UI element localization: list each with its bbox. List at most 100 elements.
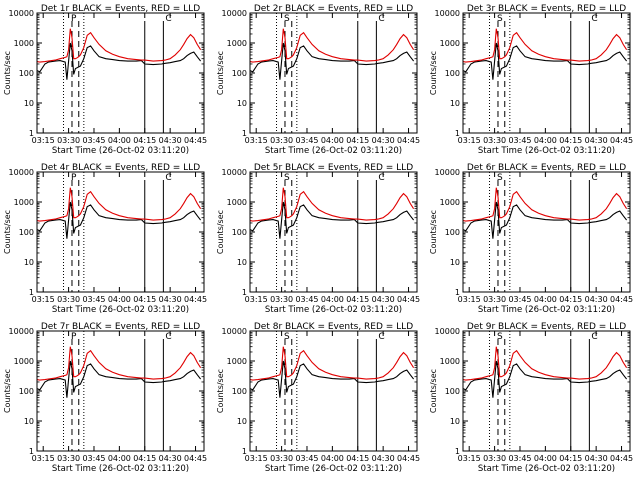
x-tick-label: 04:45 bbox=[610, 136, 633, 145]
x-tick-label: 04:30 bbox=[372, 454, 395, 463]
x-axis-label: Start Time (26-Oct-02 03:11:20) bbox=[52, 305, 189, 315]
y-tick-label: 1 bbox=[242, 447, 247, 456]
series-line-lld bbox=[250, 28, 415, 63]
axes-frame bbox=[249, 171, 418, 293]
x-axis-label: Start Time (26-Oct-02 03:11:20) bbox=[265, 464, 402, 474]
x-axis-label: Start Time (26-Oct-02 03:11:20) bbox=[478, 146, 615, 156]
marker-label-c: C bbox=[378, 332, 384, 342]
y-tick-label: 1 bbox=[29, 129, 34, 138]
y-tick-label: 100 bbox=[19, 387, 34, 396]
series-line-lld bbox=[37, 28, 202, 63]
x-tick-label: 03:45 bbox=[295, 136, 318, 145]
y-tick-label: 100 bbox=[19, 69, 34, 78]
x-tick-label: 04:00 bbox=[321, 295, 344, 304]
axes-frame bbox=[462, 330, 631, 452]
marker-label: P bbox=[71, 332, 77, 342]
x-axis-label: Start Time (26-Oct-02 03:11:20) bbox=[265, 305, 402, 315]
x-tick-label: 03:30 bbox=[483, 454, 506, 463]
x-axis-label: Start Time (26-Oct-02 03:11:20) bbox=[478, 305, 615, 315]
x-tick-label: 03:15 bbox=[245, 454, 268, 463]
axes-frame bbox=[36, 12, 205, 134]
x-tick-label: 03:15 bbox=[458, 136, 481, 145]
y-tick-label: 100 bbox=[445, 228, 460, 237]
y-tick-label: 1000 bbox=[14, 357, 34, 366]
marker-label: S bbox=[497, 14, 503, 24]
series-line-events bbox=[463, 360, 628, 398]
panel-title: Det 4r BLACK = Events, RED = LLD bbox=[41, 163, 200, 173]
panel-title: Det 6r BLACK = Events, RED = LLD bbox=[467, 163, 626, 173]
x-tick-label: 03:15 bbox=[32, 136, 55, 145]
series-line-events bbox=[37, 42, 202, 80]
axes-frame bbox=[36, 171, 205, 293]
x-tick-label: 04:15 bbox=[346, 295, 369, 304]
y-tick-label: 10 bbox=[450, 258, 460, 267]
x-tick-label: 03:15 bbox=[458, 295, 481, 304]
y-tick-label: 10 bbox=[24, 417, 34, 426]
panel-title: Det 2r BLACK = Events, RED = LLD bbox=[254, 4, 413, 14]
marker-label: S bbox=[497, 173, 503, 183]
y-tick-label: 1000 bbox=[227, 198, 247, 207]
marker-label: P bbox=[71, 173, 77, 183]
y-axis-label: Counts/sec bbox=[429, 369, 438, 413]
marker-label-c: C bbox=[165, 14, 171, 24]
x-tick-label: 04:15 bbox=[346, 454, 369, 463]
x-tick-label: 03:15 bbox=[32, 295, 55, 304]
x-axis-label: Start Time (26-Oct-02 03:11:20) bbox=[52, 146, 189, 156]
y-tick-label: 10 bbox=[450, 99, 460, 108]
x-tick-label: 03:15 bbox=[245, 295, 268, 304]
y-axis-label: Counts/sec bbox=[429, 51, 438, 95]
x-tick-label: 04:45 bbox=[610, 295, 633, 304]
y-tick-label: 1000 bbox=[227, 39, 247, 48]
x-axis-label: Start Time (26-Oct-02 03:11:20) bbox=[52, 464, 189, 474]
marker-label-c: C bbox=[378, 173, 384, 183]
x-tick-label: 03:45 bbox=[295, 295, 318, 304]
y-axis-label: Counts/sec bbox=[216, 51, 225, 95]
y-tick-label: 100 bbox=[445, 69, 460, 78]
marker-label-c: C bbox=[591, 14, 597, 24]
x-tick-label: 04:00 bbox=[534, 295, 557, 304]
y-tick-label: 10000 bbox=[435, 168, 460, 177]
y-tick-label: 10 bbox=[237, 417, 247, 426]
panel-title: Det 9r BLACK = Events, RED = LLD bbox=[467, 322, 626, 332]
y-tick-label: 10 bbox=[24, 258, 34, 267]
x-tick-label: 04:30 bbox=[372, 295, 395, 304]
y-tick-label: 1 bbox=[242, 288, 247, 297]
x-tick-label: 04:00 bbox=[534, 136, 557, 145]
x-tick-label: 04:30 bbox=[585, 136, 608, 145]
y-axis-label: Counts/sec bbox=[3, 210, 12, 254]
x-tick-label: 04:45 bbox=[184, 454, 207, 463]
y-axis-label: Counts/sec bbox=[216, 210, 225, 254]
axes-frame bbox=[462, 12, 631, 134]
y-tick-label: 1000 bbox=[227, 357, 247, 366]
x-tick-label: 03:15 bbox=[245, 136, 268, 145]
x-axis-label: Start Time (26-Oct-02 03:11:20) bbox=[265, 146, 402, 156]
y-tick-label: 1000 bbox=[14, 198, 34, 207]
marker-label-c: C bbox=[591, 332, 597, 342]
series-line-lld bbox=[37, 346, 202, 381]
x-tick-label: 04:00 bbox=[108, 454, 131, 463]
axes-frame bbox=[36, 330, 205, 452]
x-tick-label: 04:15 bbox=[133, 454, 156, 463]
x-tick-label: 04:15 bbox=[559, 295, 582, 304]
axes-frame bbox=[249, 330, 418, 452]
axes-frame bbox=[462, 171, 631, 293]
marker-label: S bbox=[284, 14, 290, 24]
y-tick-label: 10000 bbox=[222, 9, 247, 18]
y-tick-label: 1000 bbox=[14, 39, 34, 48]
x-tick-label: 04:30 bbox=[585, 454, 608, 463]
x-tick-label: 03:45 bbox=[82, 454, 105, 463]
x-tick-label: 04:45 bbox=[184, 295, 207, 304]
series-line-lld bbox=[463, 346, 628, 381]
x-tick-label: 03:30 bbox=[483, 295, 506, 304]
series-line-events bbox=[37, 201, 202, 239]
y-tick-label: 1 bbox=[455, 447, 460, 456]
x-tick-label: 04:00 bbox=[534, 454, 557, 463]
